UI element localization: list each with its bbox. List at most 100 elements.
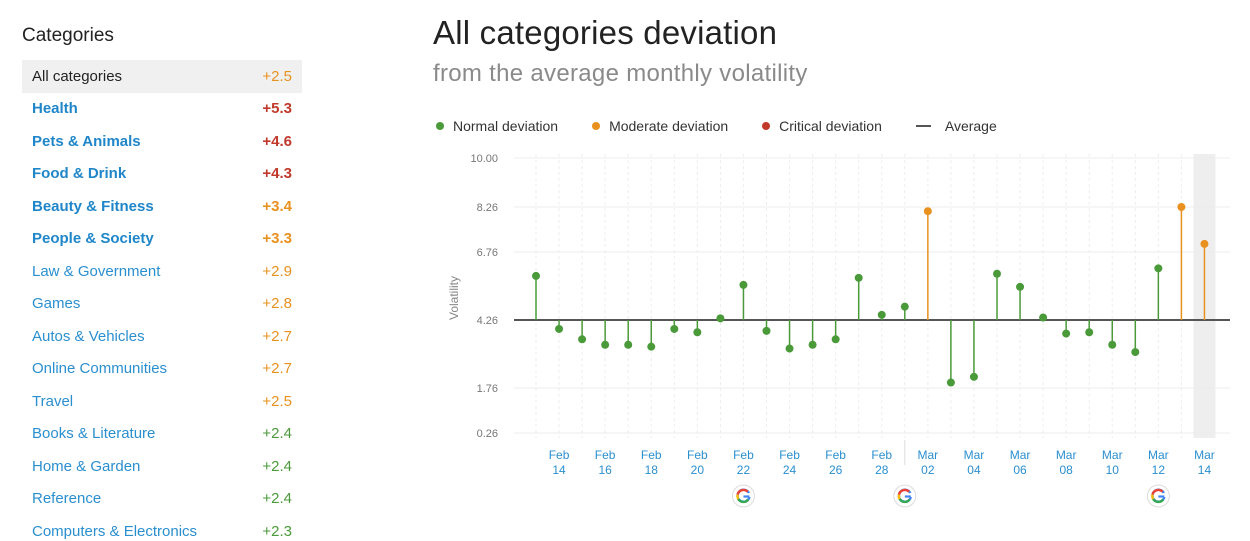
category-value: +2.4 (262, 457, 292, 475)
category-item[interactable]: Computers & Electronics +2.3 (22, 515, 302, 541)
data-point (1154, 264, 1163, 273)
x-tick-month: Feb (687, 448, 708, 462)
legend-label-critical: Critical deviation (779, 118, 882, 134)
google-icon (736, 494, 740, 500)
data-point (578, 335, 587, 344)
x-tick-day: 20 (691, 463, 705, 477)
category-item[interactable]: People & Society +3.3 (22, 223, 302, 256)
category-name: Health (32, 100, 78, 118)
legend-item-critical[interactable]: Critical deviation (762, 118, 882, 134)
legend-item-average[interactable]: Average (915, 118, 997, 134)
category-value: +2.5 (262, 392, 292, 410)
orange-dot-icon (592, 122, 601, 130)
category-value: +2.9 (262, 262, 292, 280)
category-name: Home & Garden (32, 457, 141, 475)
data-point (854, 273, 863, 282)
category-value: +2.7 (262, 327, 292, 345)
data-point (900, 302, 909, 311)
chart-title: All categories deviation (433, 14, 778, 51)
data-point (808, 340, 817, 349)
y-axis-label: Volatility (447, 276, 461, 320)
category-value: +2.8 (262, 295, 292, 313)
category-name: Games (32, 295, 81, 313)
x-tick-month: Mar (1194, 448, 1215, 462)
x-tick-day: 02 (921, 463, 935, 477)
category-value: +3.3 (262, 230, 292, 248)
category-item[interactable]: Travel +2.5 (22, 385, 302, 418)
category-item[interactable]: Online Communities +2.7 (22, 353, 302, 386)
x-tick-day: 06 (1013, 463, 1027, 477)
green-dot-icon (436, 122, 444, 130)
y-tick-label: 6.76 (477, 247, 498, 259)
x-tick-day: 22 (737, 463, 751, 477)
category-name: All categories (32, 67, 123, 85)
y-tick-label: 10.00 (470, 153, 498, 165)
y-tick-label: 0.26 (477, 428, 498, 440)
data-point (877, 310, 886, 319)
legend-item-moderate[interactable]: Moderate deviation (592, 118, 728, 134)
google-icon (1152, 498, 1165, 504)
legend-label-average: Average (944, 118, 997, 134)
category-name: Beauty & Fitness (32, 197, 154, 215)
x-tick-month: Feb (549, 448, 570, 462)
x-tick-month: Feb (871, 448, 892, 462)
data-point (601, 340, 610, 349)
google-icon (897, 494, 901, 500)
data-point (785, 344, 794, 353)
data-point (624, 340, 633, 349)
x-tick-month: Mar (1010, 448, 1031, 462)
x-tick-month: Feb (641, 448, 662, 462)
data-point (647, 342, 656, 351)
category-value: +3.4 (262, 197, 292, 215)
category-item[interactable]: Law & Government +2.9 (22, 255, 302, 288)
x-tick-day: 14 (552, 463, 566, 477)
y-tick-label: 8.26 (477, 202, 498, 214)
x-tick-day: 26 (829, 463, 843, 477)
data-point (555, 324, 564, 333)
x-tick-day: 16 (598, 463, 612, 477)
data-point (1039, 313, 1048, 322)
category-item[interactable]: Pets & Animals +4.6 (22, 125, 302, 158)
legend-item-normal[interactable]: Normal deviation (436, 118, 558, 134)
x-tick-month: Mar (1148, 448, 1169, 462)
category-value: +5.3 (262, 100, 292, 118)
category-name: Travel (32, 392, 74, 410)
google-icon (1151, 494, 1155, 500)
x-tick-day: 04 (967, 463, 981, 477)
data-point (1016, 282, 1025, 291)
data-point (532, 271, 540, 280)
category-item[interactable]: Food & Drink +4.3 (22, 158, 302, 191)
data-point (693, 328, 702, 337)
x-tick-day: 28 (875, 463, 889, 477)
category-name: People & Society (32, 230, 154, 248)
x-tick-month: Feb (825, 448, 846, 462)
data-point (1062, 329, 1071, 338)
category-item[interactable]: Books & Literature +2.4 (22, 418, 302, 451)
x-tick-month: Mar (964, 448, 985, 462)
x-tick-month: Feb (595, 448, 616, 462)
x-tick-day: 14 (1198, 463, 1212, 477)
x-tick-day: 18 (645, 463, 659, 477)
category-name: Books & Literature (32, 425, 156, 443)
average-line-icon (915, 125, 931, 127)
x-tick-day: 24 (783, 463, 797, 477)
category-value: +4.3 (262, 165, 292, 183)
category-item[interactable]: Games +2.8 (22, 288, 302, 321)
data-point (1131, 348, 1140, 357)
category-name: Law & Government (32, 262, 161, 280)
data-point (969, 372, 978, 381)
category-name: Computers & Electronics (32, 522, 198, 540)
sidebar-title: Categories (22, 25, 114, 46)
data-point (923, 207, 932, 216)
category-item[interactable]: All categories +2.5 (22, 60, 302, 93)
category-item[interactable]: Home & Garden +2.4 (22, 450, 302, 483)
data-point (670, 324, 679, 333)
red-dot-icon (762, 122, 771, 130)
category-item[interactable]: Health +5.3 (22, 93, 302, 126)
category-item[interactable]: Autos & Vehicles +2.7 (22, 320, 302, 353)
category-item[interactable]: Reference +2.4 (22, 483, 302, 516)
data-point (1177, 203, 1186, 211)
category-item[interactable]: Beauty & Fitness +3.4 (22, 190, 302, 223)
category-value: +4.6 (262, 132, 292, 150)
x-tick-month: Mar (1056, 448, 1077, 462)
